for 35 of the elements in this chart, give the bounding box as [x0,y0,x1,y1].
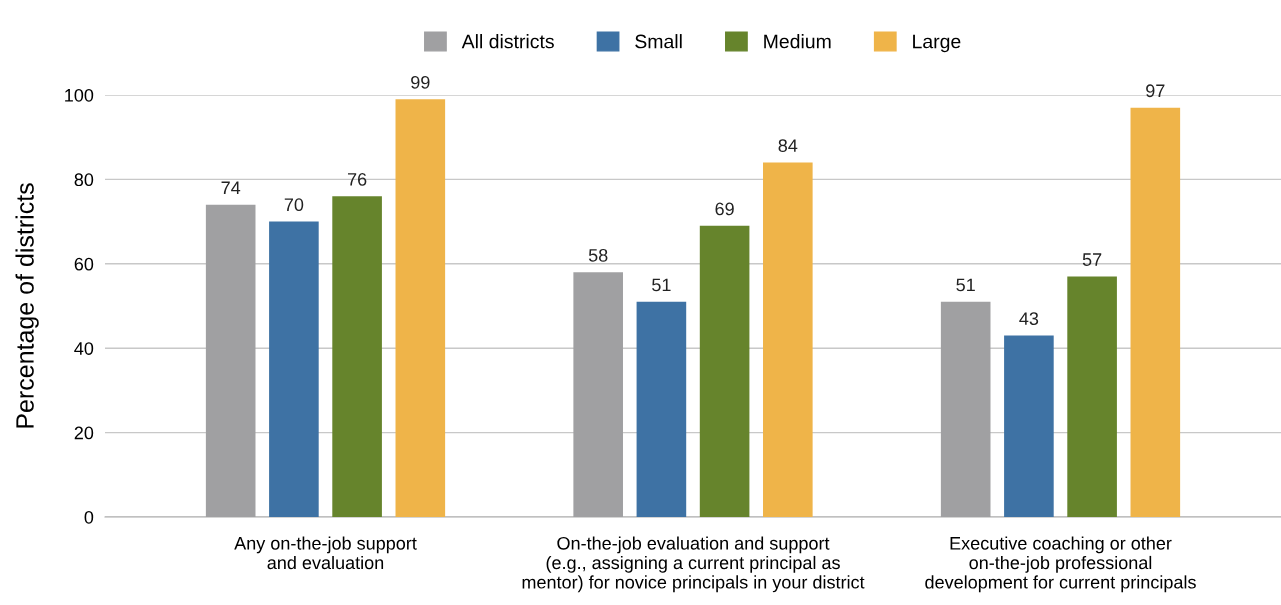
y-axis-title: Percentage of districts [15,183,39,428]
y-tick-label: 100 [65,88,94,102]
data-label: 69 [715,202,734,216]
bar [269,221,319,517]
y-tick-label: 40 [74,342,94,355]
y-tick-label: 80 [74,173,94,187]
y-tick-label: 0 [84,510,94,524]
bar [332,196,382,517]
legend-label: Large [913,34,961,53]
data-label: 51 [956,278,975,292]
legend-label: All districts [461,34,554,49]
bar [636,301,687,517]
x-tick-label: On-the-job evaluation and support (e.g., assigning a current principal as mentor) for novice principals in your district [522,536,865,593]
x-tick-label: Executive coaching or other on-the-job professional development for current principals [925,536,1196,593]
bar [699,225,750,517]
data-label: 74 [221,181,241,195]
bar [1067,276,1117,517]
legend-label: Small [635,34,682,49]
bar [395,99,446,517]
bar [763,162,813,517]
data-label: 70 [284,198,304,212]
data-label: 51 [652,278,671,292]
x-tick-label: Any on-the-job support and evaluation [234,536,417,570]
y-tick-label: 20 [74,426,94,440]
bar [1130,107,1181,517]
data-label: 58 [588,248,608,262]
bar [1004,335,1054,517]
data-label: 84 [778,139,798,153]
data-label: 43 [1019,312,1039,326]
y-tick-label: 60 [74,257,94,271]
data-label: 76 [347,172,367,186]
data-label: 57 [1082,253,1102,266]
data-label: 99 [411,75,430,89]
data-label: 97 [1146,84,1165,98]
legend-label: Medium [764,34,831,49]
